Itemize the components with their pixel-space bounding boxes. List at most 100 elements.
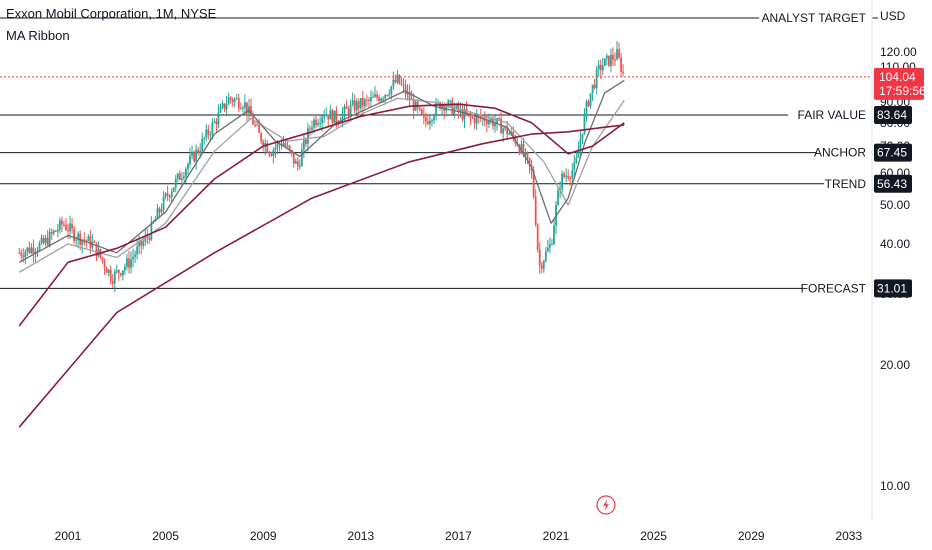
candle-body [87, 236, 90, 242]
candle-body [479, 115, 482, 119]
candle-body [276, 143, 279, 148]
candle-body [518, 145, 521, 153]
candle-body [573, 162, 576, 171]
candle-body [433, 116, 435, 121]
level-price-value: 56.43 [877, 177, 907, 191]
candle-body [258, 125, 261, 133]
candle-body [307, 128, 309, 144]
candle-body [443, 104, 446, 111]
candle-body [180, 178, 183, 180]
candle-body [160, 210, 163, 213]
candle-body [109, 269, 112, 281]
plot-area[interactable] [0, 0, 872, 518]
bar-countdown: 17:59:56 [879, 84, 926, 98]
candle-body [205, 129, 208, 138]
candle-body [130, 259, 132, 268]
symbol-title[interactable]: Exxon Mobil Corporation, 1M, NYSE [6, 6, 217, 21]
candle-body [520, 144, 523, 153]
ma-line-slow [18, 103, 625, 327]
candle-body [540, 265, 543, 269]
candle-body [113, 271, 116, 284]
candle-body [536, 224, 539, 250]
candle-body [542, 261, 545, 269]
candle-body [282, 143, 285, 146]
candle-body [28, 247, 31, 253]
candle-body [370, 97, 372, 101]
candle-body [528, 157, 531, 166]
candle-body [605, 55, 608, 59]
candle-body [532, 170, 535, 197]
candle-body [498, 118, 500, 120]
candle-body [69, 223, 71, 232]
last-price-value: 104.04 [879, 70, 916, 84]
candle-body [620, 57, 622, 72]
currency-selector[interactable]: USD [880, 9, 906, 23]
candle-body [372, 96, 374, 98]
time-tick-label: 2001 [55, 529, 82, 543]
candle-body [390, 86, 393, 95]
candle-body [201, 138, 204, 151]
candle-body [388, 94, 391, 96]
candle-body [20, 252, 23, 256]
candle-body [597, 64, 600, 70]
candle-body [557, 190, 559, 206]
candle-body [207, 129, 210, 135]
candle-body [607, 55, 610, 66]
candle-body [591, 84, 594, 94]
candle-body [345, 106, 348, 109]
candle-body [150, 221, 153, 240]
candle-body [193, 152, 195, 162]
candle-body [225, 104, 228, 110]
candle-body [292, 153, 295, 164]
candle-body [341, 113, 344, 122]
candle-body [380, 98, 383, 102]
candle-body [241, 107, 244, 109]
candle-body [355, 101, 358, 111]
candle-body [233, 98, 236, 103]
candle-body [488, 120, 490, 125]
candle-body [315, 119, 317, 126]
time-axis[interactable]: 2001 2005 2009 2013 2017 2021 2025 2029 2033 [55, 529, 863, 543]
candle-body [140, 241, 143, 246]
candle-body [321, 117, 324, 123]
candle-body [296, 161, 299, 166]
candle-body [270, 154, 273, 157]
candle-body [75, 239, 78, 241]
candle-body [77, 233, 80, 240]
lightning-icon[interactable] [596, 495, 616, 515]
candle-body [424, 117, 427, 122]
price-tick-label: 10.00 [880, 479, 910, 493]
candle-body [325, 114, 328, 116]
candle-body [431, 120, 433, 122]
candle-body [250, 106, 252, 117]
level-label: ANALYST TARGET [762, 11, 867, 25]
candle-body [349, 104, 352, 115]
candle-body [441, 104, 444, 109]
candle-body [115, 269, 118, 272]
candle-body [471, 117, 474, 119]
candle-body [305, 139, 307, 144]
candle-body [117, 269, 120, 274]
candle-body [422, 114, 425, 118]
level-price-tag [874, 174, 912, 193]
candle-body [412, 98, 415, 111]
candle-body [164, 193, 167, 197]
candle-body [343, 106, 346, 114]
candle-body [48, 231, 51, 246]
candle-body [616, 49, 618, 60]
candle-body [353, 100, 356, 111]
candle-body [374, 94, 376, 97]
level-price-tag [874, 143, 912, 162]
candle-body [581, 133, 584, 139]
candle-body [546, 247, 549, 252]
candle-body [274, 147, 277, 151]
indicator-label[interactable]: MA Ribbon [6, 28, 70, 43]
candle-body [506, 126, 509, 135]
ma-line-fast [18, 79, 625, 263]
candle-body [311, 127, 313, 130]
time-tick-label: 2021 [543, 529, 570, 543]
candle-body [469, 113, 472, 118]
candle-body [567, 175, 570, 179]
candle-body [585, 101, 588, 114]
